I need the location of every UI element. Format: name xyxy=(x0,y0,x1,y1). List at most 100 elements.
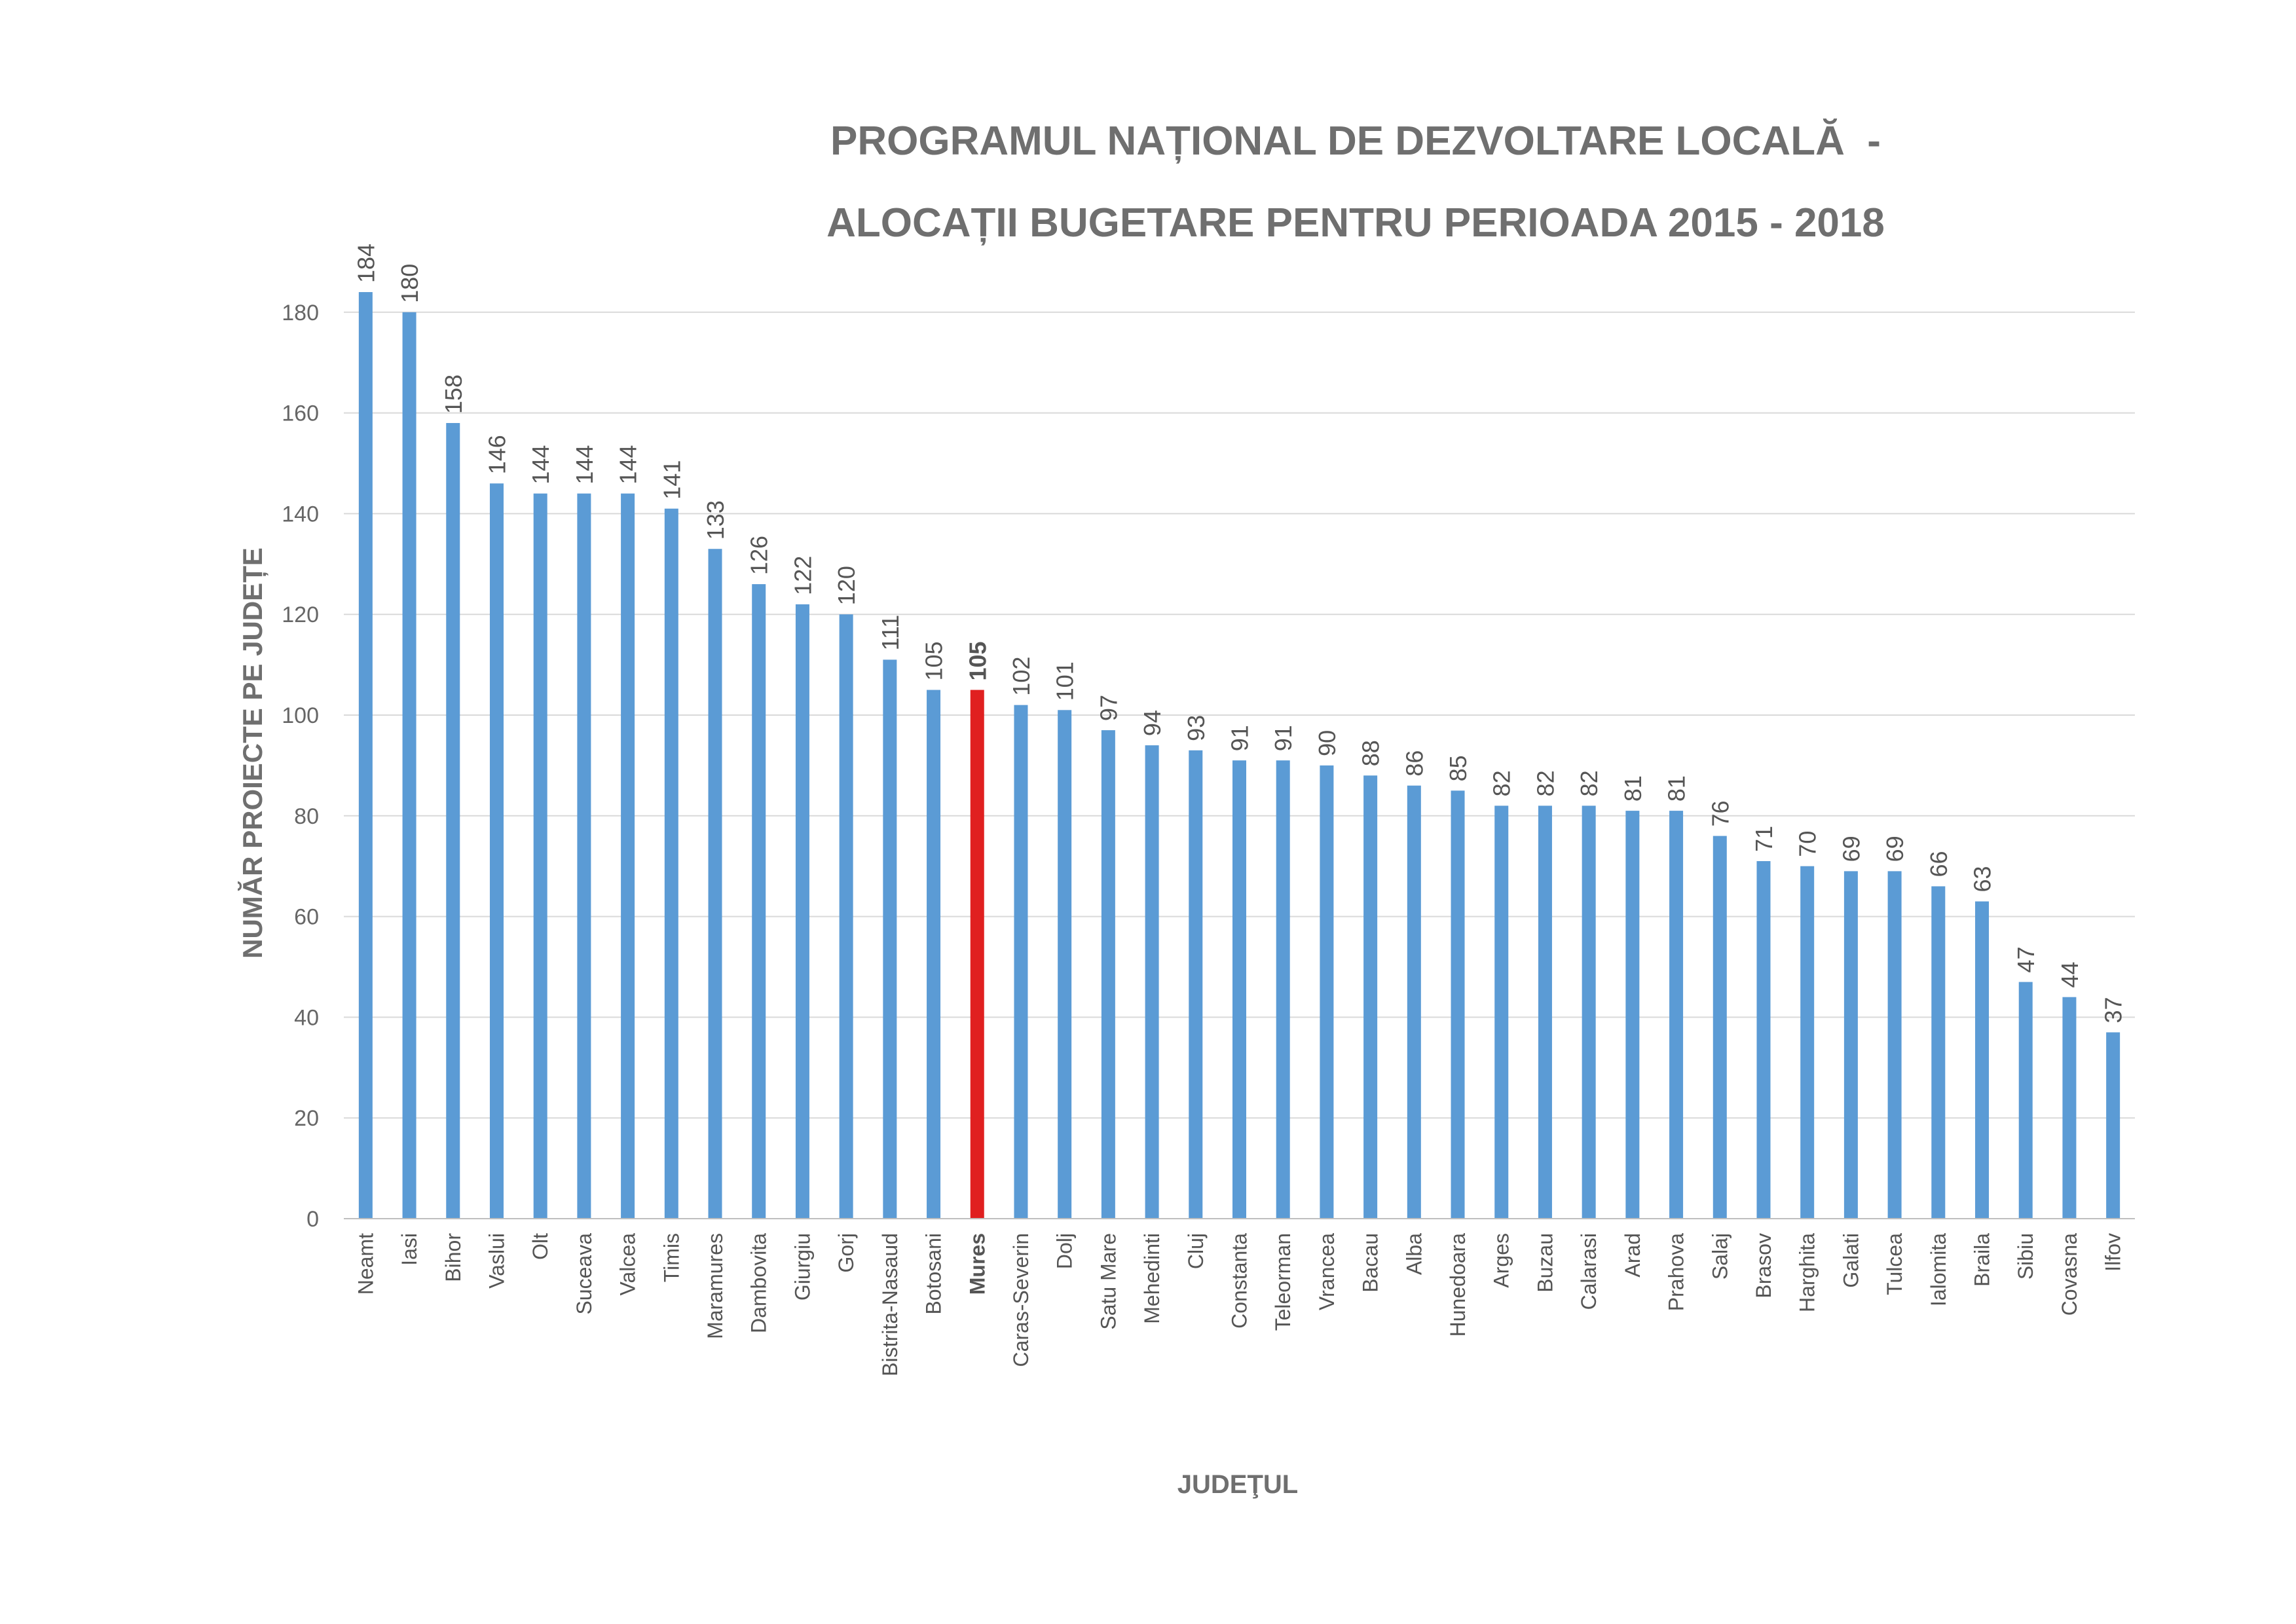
y-tick-label: 100 xyxy=(282,703,319,728)
value-label: 105 xyxy=(964,641,991,680)
y-tick-label: 60 xyxy=(294,905,319,930)
bar-mehedinti xyxy=(1145,745,1159,1219)
category-label: Bihor xyxy=(441,1233,465,1282)
category-label: Braila xyxy=(1971,1233,1994,1287)
labels: 0 20 40 60 80 100 120 140 160 180 184 Neamt 180 Iasi 1… xyxy=(282,244,2126,1376)
bar-galati xyxy=(1843,871,1858,1219)
bar-tulcea xyxy=(1887,871,1902,1219)
category-label: Alba xyxy=(1402,1233,1426,1275)
bar-arad xyxy=(1625,811,1640,1219)
value-label: 144 xyxy=(615,445,642,485)
bar-bistrita-nasaud xyxy=(883,659,897,1219)
value-label: 69 xyxy=(1838,836,1864,862)
bar-ialomita xyxy=(1931,886,1946,1219)
bar-neamt xyxy=(358,292,373,1219)
value-label: 82 xyxy=(1532,770,1559,796)
value-label: 111 xyxy=(877,615,904,651)
bar-giurgiu xyxy=(795,604,809,1219)
category-label: Dambovita xyxy=(747,1233,771,1333)
value-label: 144 xyxy=(527,445,554,485)
value-label: 105 xyxy=(921,641,948,680)
value-label: 144 xyxy=(571,445,598,485)
value-label: 44 xyxy=(2056,962,2083,988)
category-label: Vrancea xyxy=(1315,1233,1339,1310)
bar-mures xyxy=(970,690,984,1219)
category-label: Salaj xyxy=(1708,1233,1731,1280)
y-tick-label: 180 xyxy=(282,301,319,325)
category-label: Hunedoara xyxy=(1446,1233,1470,1337)
category-label: Gorj xyxy=(834,1233,858,1272)
category-label: Teleorman xyxy=(1271,1233,1295,1331)
value-label: 63 xyxy=(1969,866,1996,892)
category-label: Covasna xyxy=(2058,1233,2081,1316)
bar-calarasi xyxy=(1582,805,1596,1219)
bar-salaj xyxy=(1713,836,1727,1219)
value-label: 86 xyxy=(1401,750,1428,777)
x-axis-title: JUDEŢUL xyxy=(1177,1470,1298,1499)
category-label: Dolj xyxy=(1053,1233,1077,1269)
value-label: 184 xyxy=(352,244,379,283)
bar-botosani xyxy=(927,690,941,1219)
category-label: Caras-Severin xyxy=(1009,1233,1033,1367)
value-label: 91 xyxy=(1270,725,1297,751)
category-label: Buzau xyxy=(1533,1233,1557,1293)
value-label: 133 xyxy=(702,500,729,540)
bar-vrancea xyxy=(1320,765,1334,1219)
value-label: 158 xyxy=(440,375,467,414)
value-label: 102 xyxy=(1008,657,1035,696)
category-label: Brasov xyxy=(1752,1233,1775,1299)
bar-bacau xyxy=(1363,775,1378,1219)
value-label: 66 xyxy=(1925,851,1952,877)
category-label: Satu Mare xyxy=(1096,1233,1120,1330)
chart-title-line-2: ALOCAȚII BUGETARE PENTRU PERIOADA 2015 -… xyxy=(826,200,1885,246)
category-label: Prahova xyxy=(1665,1233,1688,1311)
category-label: Constanta xyxy=(1228,1233,1251,1329)
bar-brasov xyxy=(1756,861,1771,1219)
value-label: 71 xyxy=(1750,826,1777,852)
value-label: 126 xyxy=(746,536,773,575)
y-tick-label: 40 xyxy=(294,1005,319,1030)
bar-cluj xyxy=(1189,750,1203,1219)
category-label: Galati xyxy=(1839,1233,1862,1288)
category-label: Maramures xyxy=(703,1233,727,1339)
category-label: Ilfov xyxy=(2102,1233,2125,1272)
bar-suceava xyxy=(577,493,591,1219)
category-label: Olt xyxy=(528,1233,552,1260)
bar-vaslui xyxy=(489,483,504,1219)
value-label: 91 xyxy=(1227,725,1253,751)
category-label: Cluj xyxy=(1184,1233,1208,1269)
value-label: 146 xyxy=(483,435,510,474)
bar-ilfov xyxy=(2106,1032,2120,1219)
bar-arges xyxy=(1494,805,1509,1219)
category-label: Valcea xyxy=(616,1233,640,1296)
category-label: Suceava xyxy=(572,1233,596,1315)
value-label: 69 xyxy=(1881,836,1908,862)
bar-hunedoara xyxy=(1451,790,1465,1219)
category-label: Bacau xyxy=(1359,1233,1382,1293)
bar-covasna xyxy=(2062,997,2077,1219)
value-label: 122 xyxy=(789,556,816,595)
bar-gorj xyxy=(839,614,853,1219)
bar-alba xyxy=(1407,785,1421,1219)
category-label: Tulcea xyxy=(1883,1233,1906,1295)
category-label: Vaslui xyxy=(485,1233,508,1289)
value-label: 120 xyxy=(833,566,860,605)
value-label: 94 xyxy=(1139,710,1166,736)
value-label: 47 xyxy=(2012,947,2039,973)
bar-constanta xyxy=(1232,760,1246,1219)
bar-sibiu xyxy=(2018,982,2033,1219)
bar-maramures xyxy=(708,549,722,1219)
value-label: 101 xyxy=(1052,661,1079,701)
value-label: 85 xyxy=(1445,755,1472,781)
value-label: 93 xyxy=(1183,715,1210,741)
value-label: 76 xyxy=(1707,801,1733,827)
y-tick-label: 80 xyxy=(294,804,319,829)
category-label: Arad xyxy=(1621,1233,1644,1278)
category-label: Timis xyxy=(659,1233,683,1282)
bar-olt xyxy=(533,493,547,1219)
value-label: 82 xyxy=(1489,770,1515,796)
category-label: Mures xyxy=(965,1233,989,1295)
bar-iasi xyxy=(402,312,417,1219)
